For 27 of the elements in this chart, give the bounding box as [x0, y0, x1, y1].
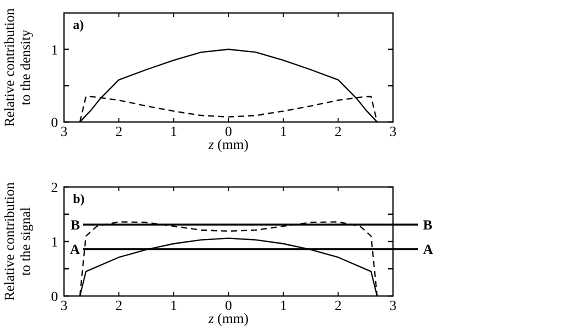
- y-axis-title: Relative contribution to the signal: [3, 182, 34, 301]
- ref-line-label: B: [70, 218, 80, 234]
- x-tick-label: 2: [115, 299, 122, 314]
- x-tick-label: 3: [60, 299, 68, 314]
- y-tick-label: 1: [51, 236, 58, 250]
- ref-line-label: A: [70, 243, 81, 258]
- x-tick-label: 3: [390, 299, 396, 314]
- x-tick-label: 1: [280, 125, 287, 140]
- x-tick-label: 2: [334, 125, 342, 140]
- x-tick-label: 2: [334, 299, 342, 314]
- text: B: [423, 218, 432, 234]
- x-tick-label: 0: [225, 125, 232, 140]
- y-tick-label: 2: [51, 181, 58, 196]
- y-tick-label: 1: [51, 43, 58, 58]
- x-tick-label: 1: [280, 299, 287, 314]
- annotation: a): [73, 17, 84, 32]
- x-tick-label: 1: [170, 125, 178, 140]
- y-axis-title: Relative contribution to the density: [3, 8, 34, 127]
- x-tick-label: 2: [115, 125, 122, 140]
- annotation: b): [73, 191, 85, 206]
- x-axis-title: z (mm): [207, 138, 249, 153]
- x-tick-label: 3: [390, 125, 396, 140]
- x-tick-label: 3: [60, 125, 68, 140]
- x-tick-label: 1: [170, 299, 178, 314]
- text: A: [423, 243, 434, 258]
- x-tick-label: 0: [225, 299, 232, 314]
- x-axis-title: z (mm): [207, 312, 249, 327]
